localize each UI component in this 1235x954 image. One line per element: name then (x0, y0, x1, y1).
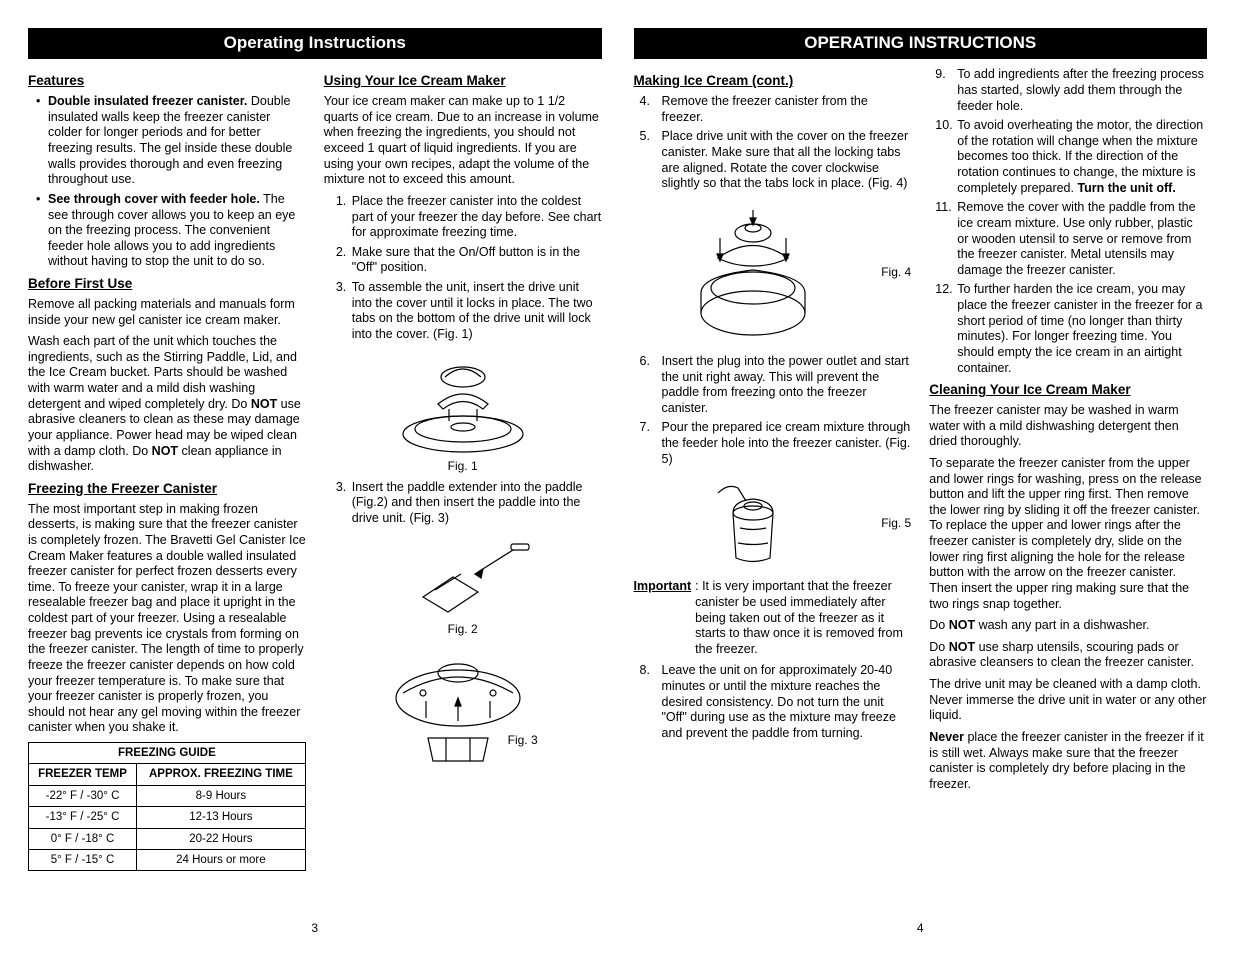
making-step-8: Leave the unit on for approximately 20-4… (634, 663, 912, 741)
figure-1: Fig. 1 (324, 349, 602, 474)
clean-p5: The drive unit may be cleaned with a dam… (929, 677, 1207, 724)
clean-p2: To separate the freezer canister from th… (929, 456, 1207, 612)
table-row: 5° F / -15° C24 Hours or more (29, 849, 306, 870)
table-row: -13° F / -25° C12-13 Hours (29, 807, 306, 828)
freezing-heading: Freezing the Freezer Canister (28, 481, 306, 498)
page-spread: Operating Instructions Features Double i… (28, 28, 1207, 936)
clean-p4: Do NOT use sharp utensils, scouring pads… (929, 640, 1207, 671)
step-4: Remove the freezer canister from the fre… (640, 94, 912, 125)
table-row: -22° F / -30° C8-9 Hours (29, 785, 306, 806)
cleaning-heading: Cleaning Your Ice Cream Maker (929, 382, 1207, 399)
page3-col-a: Features Double insulated freezer canist… (28, 67, 306, 917)
important-text: : It is very important that the freezer … (695, 579, 911, 657)
fig3-label: Fig. 3 (508, 733, 538, 747)
using-step-paddle: Insert the paddle extender into the padd… (324, 480, 602, 527)
figure-5: Fig. 5 (634, 473, 912, 573)
fig4-svg (678, 198, 828, 348)
fig2-label: Fig. 2 (324, 622, 602, 637)
step-11: Remove the cover with the paddle from th… (935, 200, 1207, 278)
page3-col-b: Using Your Ice Cream Maker Your ice crea… (324, 67, 602, 917)
before-p1: Remove all packing materials and manuals… (28, 297, 306, 328)
fig3-svg (368, 643, 558, 773)
feature-1: Double insulated freezer canister. Doubl… (36, 94, 306, 188)
step-3: To assemble the unit, insert the drive u… (350, 280, 602, 343)
using-heading: Using Your Ice Cream Maker (324, 73, 602, 90)
step-12: To further harden the ice cream, you may… (935, 282, 1207, 376)
page3-columns: Features Double insulated freezer canist… (28, 67, 602, 917)
page4-col-b: To add ingredients after the freezing pr… (929, 67, 1207, 917)
features-heading: Features (28, 73, 306, 90)
important-label: Important (634, 579, 692, 657)
freezing-guide-table: FREEZING GUIDE FREEZER TEMP APPROX. FREE… (28, 742, 306, 871)
step-5: Place drive unit with the cover on the f… (640, 129, 912, 192)
figure-2: Fig. 2 (324, 532, 602, 637)
before-heading: Before First Use (28, 276, 306, 293)
step-2: Make sure that the On/Off button is in t… (350, 245, 602, 276)
making-steps-4-5: Remove the freezer canister from the fre… (634, 94, 912, 192)
fig5-label: Fig. 5 (881, 516, 911, 531)
step-7: Pour the prepared ice cream mixture thro… (640, 420, 912, 467)
making-steps-6-7: Insert the plug into the power outlet an… (634, 354, 912, 467)
fig2-svg (383, 532, 543, 622)
before-p2: Wash each part of the unit which touches… (28, 334, 306, 475)
page4-col-a: Making Ice Cream (cont.) Remove the free… (634, 67, 912, 917)
step-10: To avoid overheating the motor, the dire… (935, 118, 1207, 196)
step-8: Leave the unit on for approximately 20-4… (640, 663, 912, 741)
page-3: Operating Instructions Features Double i… (28, 28, 602, 936)
figure-3: Fig. 3 (324, 643, 602, 789)
page-number-4: 4 (634, 921, 1208, 936)
clean-p3: Do NOT wash any part in a dishwasher. (929, 618, 1207, 634)
clean-p1: The freezer canister may be washed in wa… (929, 403, 1207, 450)
fig1-label: Fig. 1 (324, 459, 602, 474)
fig4-label: Fig. 4 (881, 265, 911, 280)
step-1: Place the freezer canister into the cold… (350, 194, 602, 241)
table-h1: FREEZER TEMP (29, 764, 137, 785)
using-p: Your ice cream maker can make up to 1 1/… (324, 94, 602, 188)
banner-right: OPERATING INSTRUCTIONS (634, 28, 1208, 59)
important-note: Important : It is very important that th… (634, 579, 912, 657)
fig1-svg (383, 349, 543, 459)
table-h2: APPROX. FREEZING TIME (137, 764, 306, 785)
using-steps-1-3: Place the freezer canister into the cold… (324, 194, 602, 343)
feature-2: See through cover with feeder hole. The … (36, 192, 306, 270)
table-title: FREEZING GUIDE (29, 743, 306, 764)
making-heading: Making Ice Cream (cont.) (634, 73, 912, 90)
page-4: OPERATING INSTRUCTIONS Making Ice Cream … (634, 28, 1208, 936)
page4-columns: Making Ice Cream (cont.) Remove the free… (634, 67, 1208, 917)
figure-4: Fig. 4 (634, 198, 912, 348)
step-9: To add ingredients after the freezing pr… (935, 67, 1207, 114)
clean-p6: Never place the freezer canister in the … (929, 730, 1207, 793)
freezing-p: The most important step in making frozen… (28, 502, 306, 736)
step-paddle: Insert the paddle extender into the padd… (350, 480, 602, 527)
page-number-3: 3 (28, 921, 602, 936)
features-list: Double insulated freezer canister. Doubl… (28, 94, 306, 270)
table-row: 0° F / -18° C20-22 Hours (29, 828, 306, 849)
making-steps-9-12: To add ingredients after the freezing pr… (929, 67, 1207, 376)
step-6: Insert the plug into the power outlet an… (640, 354, 912, 417)
fig5-svg (698, 473, 808, 573)
banner-left: Operating Instructions (28, 28, 602, 59)
